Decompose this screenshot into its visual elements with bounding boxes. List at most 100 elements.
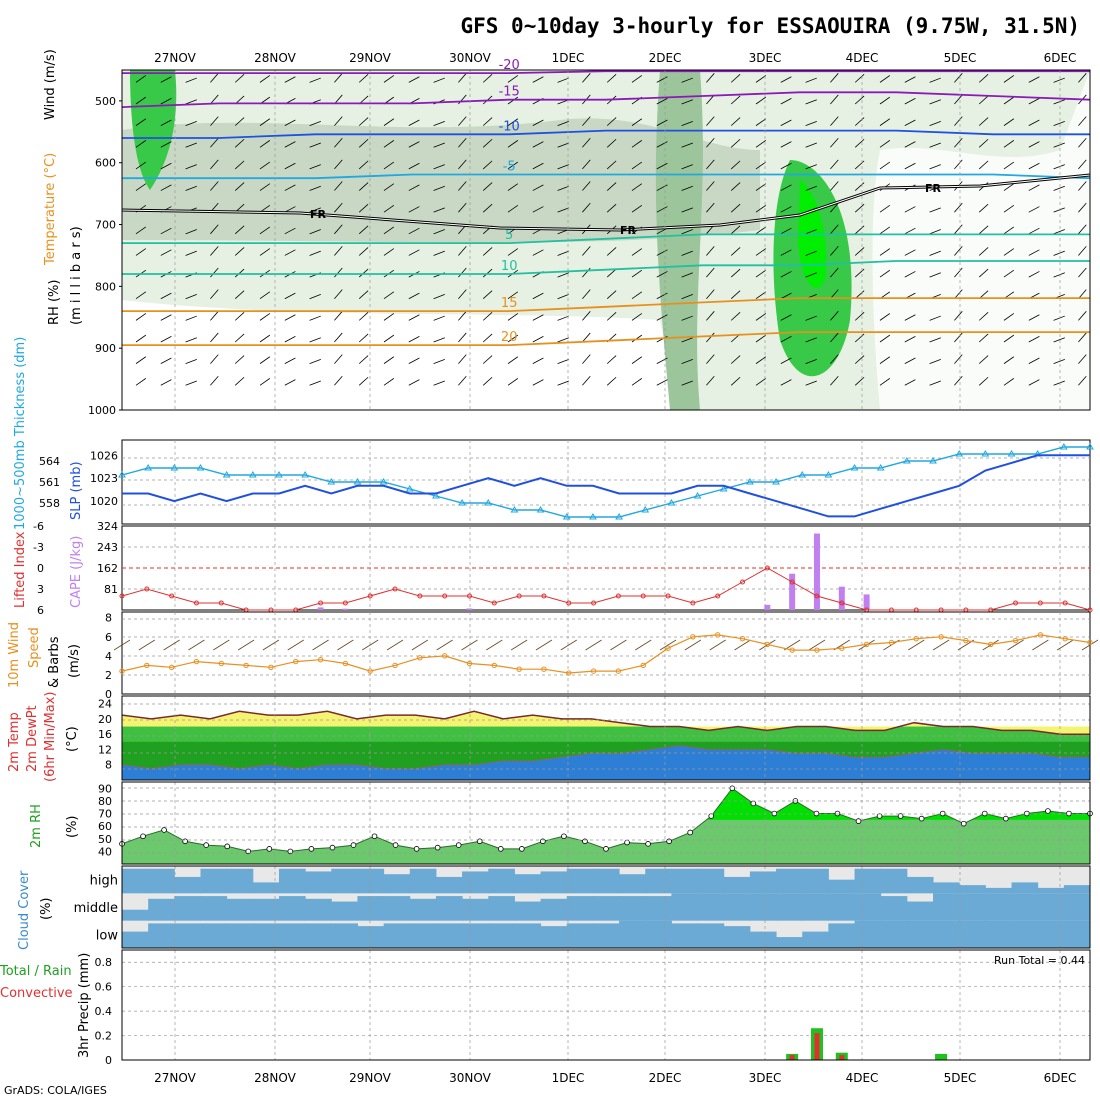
wind-barb [408,314,420,321]
wind-barb [185,380,197,386]
wind-speed-marker [913,635,919,642]
wind-barb [185,358,197,365]
wind-barb [383,118,395,126]
wind-barb [706,73,715,83]
wind-barb [234,355,245,364]
rh2m-marker [1024,810,1030,817]
wind-barb [458,73,467,83]
wind-barb [135,183,147,191]
wind-barb [334,94,343,105]
wind-barb [706,354,715,364]
wind-barb [730,247,741,256]
wind-barb [656,119,668,126]
wind-barb [408,206,420,213]
wind-barb [532,141,544,148]
surface-wind-barb [684,639,702,651]
wind-barb [755,183,767,191]
wind-barb [408,162,420,170]
wind-barb [830,73,839,83]
wind-barb [259,356,271,364]
wind-barb [210,311,219,321]
wind-speed-marker [938,634,944,640]
wind-barb [606,160,617,170]
wind-barb [557,142,569,148]
wind-barb [185,120,197,127]
cloud-block [331,923,358,948]
precip-convective-label: Convective [0,986,73,1001]
wind-barb [631,161,643,170]
thickness-marker [1059,443,1068,450]
cloud-block [514,874,542,894]
date-label-top: 6DEC [1044,51,1077,65]
wind-barb [160,141,172,148]
upper-air-axis-label: RH (%) Temperature (°C) Wind (m/s) (m i l l… [43,49,84,325]
wind-barb [830,181,839,191]
cloud-block [566,896,594,921]
lifted-marker [740,579,746,585]
date-label-bottom: 6DEC [1044,1071,1077,1085]
wind-barb [730,203,741,213]
wind-barb [978,333,989,343]
wind-speed-marker [814,647,820,653]
wind-barb [507,75,519,83]
wind-barb [854,312,865,321]
wind-barb [1003,96,1015,105]
rh2m-marker [266,846,273,852]
wind-barb [284,379,296,386]
wind-barb [309,77,321,83]
wind-barb [1028,249,1040,256]
wind-barb [978,203,989,213]
wind-barb [879,313,891,321]
wind-speed-marker [739,635,746,642]
wind-barb [582,375,591,386]
cloud-units-label: (%) [39,898,54,921]
wind-barb [210,375,219,386]
cloud-block [619,920,646,948]
wind-barb [309,315,321,321]
wind-axis-label: Wind (m/s) [43,49,58,120]
wind-barb [185,250,197,256]
wind-barb [185,315,197,321]
wind-barb [929,99,941,105]
cloud-block [592,868,620,894]
wind-barb [309,358,321,365]
surface-wind-barb [163,639,180,651]
lifted-marker [342,600,348,606]
wind-barb [854,95,865,105]
wind-speed-marker [789,647,795,653]
wind-barb [532,336,544,343]
wind-barb [606,182,617,191]
wind-barb [1028,141,1040,148]
wind-barb [830,375,839,386]
wind-barb [780,379,792,386]
surface-wind-barb [436,639,453,651]
wind-barb [904,162,916,170]
wind-barb [681,99,693,105]
cloud-block [566,868,594,894]
wind-barb [954,354,963,364]
wind-speed-marker [243,662,249,669]
cape-bar [838,586,845,610]
wind-barb [507,334,519,343]
wind-barb [284,162,296,170]
wind-speed-marker [193,658,200,665]
wind-barb [879,269,891,278]
rh2m-tick: 50 [98,833,112,846]
wind-barb [383,378,395,386]
wind-barb [557,250,569,256]
slp-tick: 1023 [90,472,118,485]
cloud-block [435,876,463,894]
wind-barb [706,137,715,148]
wind-barb [482,333,493,343]
cloud-block [619,896,646,921]
surface-wind-barb [734,639,751,651]
wind-barb [210,159,219,170]
thickness-label: 1000~500mb Thickness (dm) [13,337,28,530]
cloud-block [592,896,620,921]
wind-barb [309,185,321,191]
surface-wind-barb [535,639,553,651]
wind-barb [830,137,839,148]
surface-wind-barb [808,639,826,651]
wind-speed-marker [888,639,895,646]
